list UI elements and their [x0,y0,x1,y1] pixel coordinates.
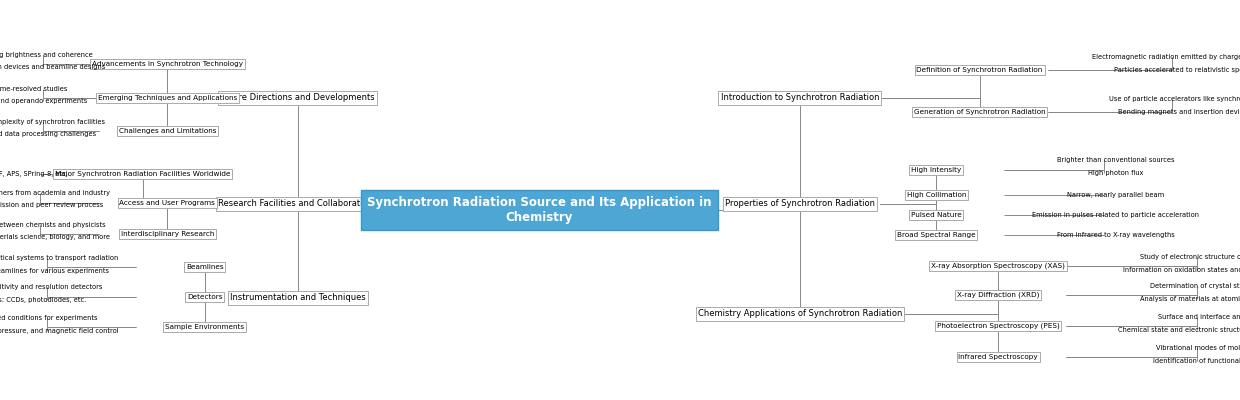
Text: Controlled conditions for experiments: Controlled conditions for experiments [0,315,98,321]
Text: Open to researchers from academia and industry: Open to researchers from academia and in… [0,190,110,196]
Text: Generation of Synchrotron Radiation: Generation of Synchrotron Radiation [914,109,1045,115]
Text: X-ray Diffraction (XRD): X-ray Diffraction (XRD) [957,292,1039,298]
Text: Narrow, nearly parallel beam: Narrow, nearly parallel beam [1068,192,1164,198]
Text: Beamlines: Beamlines [186,264,223,270]
Text: Chemical state and electronic structure determination: Chemical state and electronic structure … [1118,327,1240,333]
Text: Time-resolved studies: Time-resolved studies [0,86,68,92]
Text: Advances in materials science, biology, and more: Advances in materials science, biology, … [0,234,110,240]
Text: Interdisciplinary Research: Interdisciplinary Research [120,231,215,237]
Text: Advancements in Synchrotron Technology: Advancements in Synchrotron Technology [92,61,243,67]
Text: Access and data processing challenges: Access and data processing challenges [0,131,97,137]
Text: Specialized optical systems to transport radiation: Specialized optical systems to transport… [0,255,118,261]
Text: Brighter than conventional sources: Brighter than conventional sources [1058,157,1174,163]
Text: Use of particle accelerators like synchrotrons: Use of particle accelerators like synchr… [1109,96,1240,102]
Text: Detectors: Detectors [187,294,222,300]
Text: X-ray Absorption Spectroscopy (XAS): X-ray Absorption Spectroscopy (XAS) [931,263,1065,269]
Text: Analysis of materials at atomic resolution: Analysis of materials at atomic resoluti… [1140,296,1240,302]
Text: Future Directions and Developments: Future Directions and Developments [221,94,374,102]
Text: Study of electronic structure of materials: Study of electronic structure of materia… [1141,254,1240,260]
Text: Identification of functional groups: Identification of functional groups [1152,358,1240,364]
Text: Increasing brightness and coherence: Increasing brightness and coherence [0,52,93,58]
Text: From infrared to X-ray wavelengths: From infrared to X-ray wavelengths [1058,232,1174,238]
Text: High sensitivity and resolution detectors: High sensitivity and resolution detector… [0,284,103,290]
Text: Pulsed Nature: Pulsed Nature [911,212,961,218]
Text: Instrumentation and Techniques: Instrumentation and Techniques [229,294,366,302]
Text: Collaboration between chemists and physicists: Collaboration between chemists and physi… [0,222,107,228]
Text: Definition of Synchrotron Radiation: Definition of Synchrotron Radiation [916,67,1043,73]
Text: Introduction to Synchrotron Radiation: Introduction to Synchrotron Radiation [720,94,879,102]
Text: Bending magnets and insertion devices: Bending magnets and insertion devices [1117,109,1240,115]
Text: Proposal submission and peer review process: Proposal submission and peer review proc… [0,202,103,208]
Text: High Collimation: High Collimation [906,192,966,198]
Text: Chemistry Applications of Synchrotron Radiation: Chemistry Applications of Synchrotron Ra… [698,310,901,318]
Text: Sample Environments: Sample Environments [165,324,244,330]
Text: Broad Spectral Range: Broad Spectral Range [897,232,976,238]
Text: Vibrational modes of molecules: Vibrational modes of molecules [1156,345,1240,351]
Text: Infrared Spectroscopy: Infrared Spectroscopy [959,354,1038,360]
Text: Types: CCDs, photodiodes, etc.: Types: CCDs, photodiodes, etc. [0,297,87,303]
Text: Synchrotron Radiation Source and Its Application in
Chemistry: Synchrotron Radiation Source and Its App… [367,196,712,224]
Text: New insertion devices and beamline designs: New insertion devices and beamline desig… [0,64,105,70]
Text: High photon flux: High photon flux [1089,170,1143,176]
Text: High Intensity: High Intensity [911,167,961,173]
Text: Photoelectron Spectroscopy (PES): Photoelectron Spectroscopy (PES) [937,323,1059,329]
Text: Major Synchrotron Radiation Facilities Worldwide: Major Synchrotron Radiation Facilities W… [55,171,231,177]
Text: Electromagnetic radiation emitted by charged particles: Electromagnetic radiation emitted by cha… [1091,54,1240,60]
Text: Access and User Programs: Access and User Programs [119,200,216,206]
Text: Determination of crystal structures: Determination of crystal structures [1151,283,1240,289]
Text: Challenges and Limitations: Challenges and Limitations [119,128,216,134]
Text: Emission in pulses related to particle acceleration: Emission in pulses related to particle a… [1033,212,1199,218]
Text: Surface and interface analysis: Surface and interface analysis [1158,314,1240,320]
Text: In situ and operando experiments: In situ and operando experiments [0,98,88,104]
Text: Cost and complexity of synchrotron facilities: Cost and complexity of synchrotron facil… [0,119,105,125]
Text: Temperature, pressure, and magnetic field control: Temperature, pressure, and magnetic fiel… [0,328,119,334]
Text: Research Facilities and Collaborations: Research Facilities and Collaborations [218,200,377,208]
Text: ESRF, APS, SPring-8, etc.: ESRF, APS, SPring-8, etc. [0,171,68,177]
Text: Emerging Techniques and Applications: Emerging Techniques and Applications [98,95,237,101]
Text: Information on oxidation states and local geometry: Information on oxidation states and loca… [1123,267,1240,273]
Text: Different beamlines for various experiments: Different beamlines for various experime… [0,268,109,274]
Text: Particles accelerated to relativistic speeds: Particles accelerated to relativistic sp… [1114,67,1240,73]
Text: Properties of Synchrotron Radiation: Properties of Synchrotron Radiation [725,200,874,208]
